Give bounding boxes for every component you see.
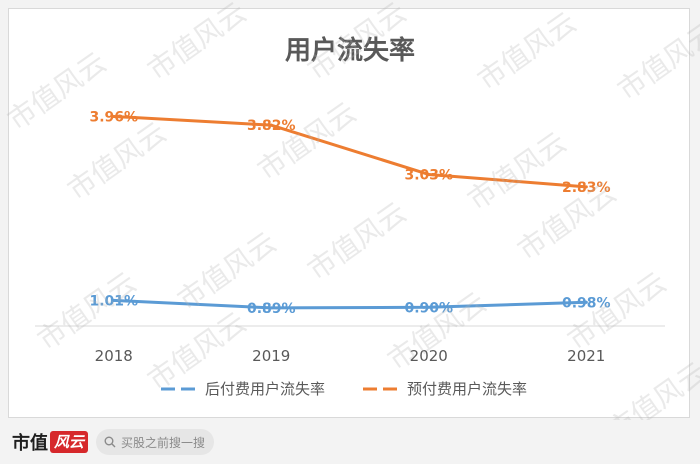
x-tick-label: 2018: [95, 347, 133, 365]
x-tick-label: 2019: [252, 347, 290, 365]
search-input[interactable]: 买股之前搜一搜: [96, 429, 214, 455]
legend: 后付费用户流失率 预付费用户流失率: [161, 380, 527, 398]
data-point: [112, 114, 116, 118]
data-point: [112, 298, 116, 302]
data-label: 3.82%: [247, 118, 296, 134]
data-label: 1.01%: [89, 293, 138, 309]
line-chart: 用户流失率 1.01% 0.89% 0.90% 0.98% 3.96% 3.82% 3.03…: [35, 35, 665, 398]
chart-title: 用户流失率: [285, 35, 415, 66]
data-label: 0.90%: [404, 300, 453, 316]
brand-name: 市值: [12, 433, 48, 454]
brand-tag: 风云: [50, 431, 89, 453]
data-point: [584, 300, 588, 304]
series-1: 1.01% 0.89% 0.90% 0.98%: [89, 293, 610, 316]
data-point: [584, 185, 588, 189]
data-point: [427, 172, 431, 176]
legend-item-2: 预付费用户流失率: [363, 380, 527, 398]
data-label: 3.03%: [404, 167, 453, 183]
series-layer: 1.01% 0.89% 0.90% 0.98% 3.96% 3.82% 3.03% 2.83%: [89, 109, 610, 316]
chart-frame: 用户流失率 1.01% 0.89% 0.90% 0.98% 3.96% 3.82% 3.03…: [8, 8, 690, 418]
data-point: [427, 305, 431, 309]
data-label: 2.83%: [562, 180, 611, 196]
data-label: 0.89%: [247, 301, 296, 317]
series-2: 3.96% 3.82% 3.03% 2.83%: [89, 109, 610, 195]
series-line: [112, 298, 588, 310]
data-point: [269, 306, 273, 310]
series-line: [112, 114, 588, 189]
data-label: 3.96%: [89, 109, 138, 125]
legend-label: 后付费用户流失率: [205, 380, 325, 398]
search-placeholder: 买股之前搜一搜: [121, 435, 206, 450]
data-point: [269, 123, 273, 127]
x-tick-label: 2020: [410, 347, 448, 365]
data-label: 0.98%: [562, 295, 611, 311]
search-icon: [104, 436, 116, 448]
x-tick-label: 2021: [567, 347, 605, 365]
legend-label: 预付费用户流失率: [407, 380, 527, 398]
footer-bar: 市值 风云 买股之前搜一搜: [0, 420, 700, 464]
legend-item-1: 后付费用户流失率: [161, 380, 325, 398]
brand-logo[interactable]: 市值 风云: [12, 429, 89, 455]
x-tick-labels: 2018 2019 2020 2021: [95, 347, 606, 365]
